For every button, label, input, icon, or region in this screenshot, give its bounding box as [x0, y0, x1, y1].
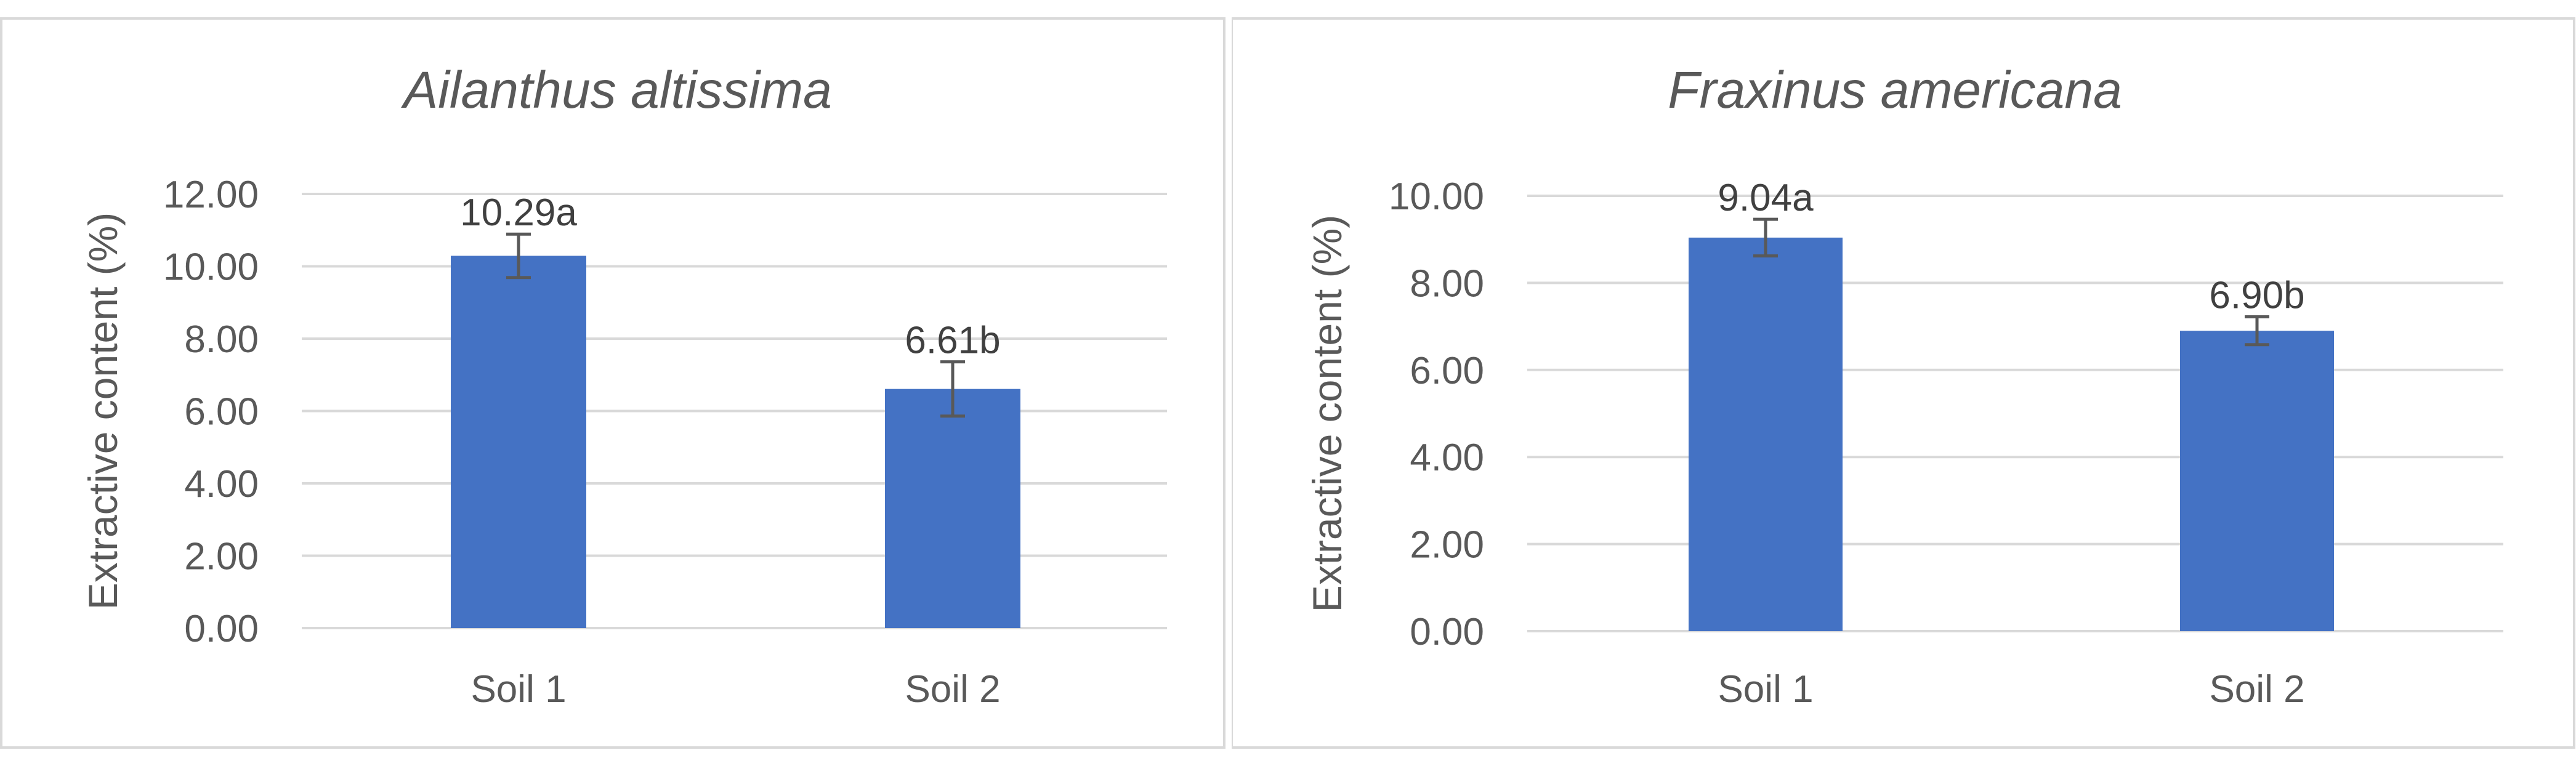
y-tick-label: 0.00 [1410, 611, 1484, 653]
y-tick-label: 6.00 [184, 391, 259, 433]
bar [451, 256, 586, 628]
error-bar [2245, 315, 2269, 347]
bar [2180, 331, 2334, 631]
y-tick-label: 0.00 [184, 608, 259, 650]
data-label: 6.90b [2209, 275, 2304, 317]
error-bar [1753, 217, 1778, 258]
x-tick-label: Soil 1 [470, 668, 566, 711]
bar [885, 389, 1020, 628]
chart-right: Fraxinus americana 0.00 2.00 4.00 6.00 8.00 10… [1232, 17, 2575, 749]
x-tick-label: Soil 1 [1718, 668, 1813, 711]
y-axis-label: Extractive content (%) [80, 212, 126, 610]
data-label: 6.61b [905, 320, 1000, 362]
y-tick-label: 12.00 [163, 174, 259, 216]
data-label: 9.04a [1718, 177, 1814, 219]
y-tick-label: 8.00 [184, 318, 259, 361]
y-tick-label: 2.00 [1410, 524, 1484, 566]
error-bar [506, 232, 531, 280]
y-axis-label: Extractive content (%) [1304, 215, 1350, 613]
chart-panel-right: Fraxinus americana 0.00 2.00 4.00 6.00 8.00 10… [1232, 0, 2576, 766]
chart-title: Fraxinus americana [1668, 61, 2122, 119]
y-tick-label: 8.00 [1410, 262, 1484, 305]
y-tick-label: 4.00 [1410, 437, 1484, 479]
chart-left: Ailanthus altissima 0.00 2.00 4.00 6.00 8.00 1… [0, 17, 1225, 749]
y-tick-label: 2.00 [184, 536, 259, 578]
y-tick-label: 6.00 [1410, 350, 1484, 392]
y-tick-label: 4.00 [184, 463, 259, 506]
chart-border [1232, 17, 2575, 749]
bar [1689, 237, 1843, 631]
data-label: 10.29a [460, 191, 577, 234]
y-tick-label: 10.00 [163, 246, 259, 289]
x-tick-label: Soil 2 [905, 668, 1000, 711]
y-tick-label: 10.00 [1389, 175, 1484, 218]
error-bar [940, 360, 965, 418]
chart-title: Ailanthus altissima [400, 61, 832, 119]
x-tick-label: Soil 2 [2209, 668, 2304, 711]
chart-panel-left: Ailanthus altissima 0.00 2.00 4.00 6.00 8.00 1… [0, 0, 1232, 766]
